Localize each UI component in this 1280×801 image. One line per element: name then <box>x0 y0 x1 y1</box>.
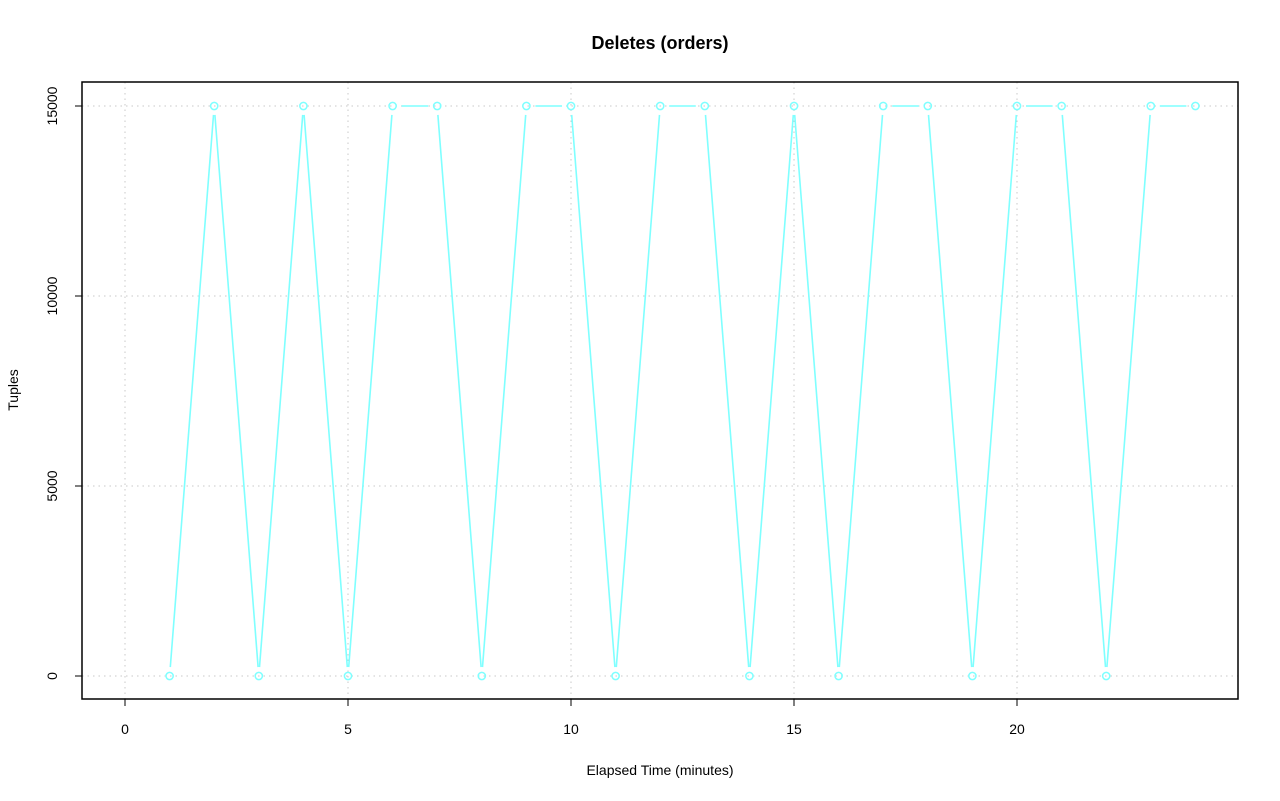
data-point <box>700 101 710 111</box>
y-tick-label: 15000 <box>44 86 60 125</box>
data-point <box>209 101 219 111</box>
series-segment <box>972 114 1018 668</box>
y-axis: 0 5000 10000 15000 <box>44 86 83 680</box>
data-point <box>745 671 754 681</box>
y-tick-label: 10000 <box>44 276 60 315</box>
data-point <box>1146 101 1156 111</box>
data-point <box>254 671 264 681</box>
data-point <box>878 101 888 111</box>
series-segment <box>214 114 259 668</box>
series-segment <box>169 114 215 668</box>
series-segment <box>749 114 795 668</box>
x-tick-label: 20 <box>1009 721 1025 737</box>
x-axis: 0 5 10 15 20 <box>121 698 1025 737</box>
data-point <box>923 101 933 111</box>
data-point <box>388 101 397 111</box>
series-layer <box>165 101 1200 681</box>
chart-title: Deletes (orders) <box>591 33 728 53</box>
y-axis-label: Tuples <box>5 369 21 411</box>
data-point <box>1057 101 1066 111</box>
x-tick-label: 10 <box>563 721 579 737</box>
data-point <box>834 671 843 681</box>
x-axis-label: Elapsed Time (minutes) <box>586 762 733 778</box>
data-point <box>299 101 308 111</box>
y-tick-label: 0 <box>44 672 60 680</box>
data-point <box>1101 671 1111 681</box>
series-segment <box>481 114 527 668</box>
series-segment <box>1106 114 1151 668</box>
data-point <box>522 101 531 111</box>
series-segment <box>437 114 482 668</box>
x-tick-label: 0 <box>121 721 129 737</box>
series-segment <box>258 114 304 668</box>
data-point <box>343 671 353 681</box>
data-point <box>165 671 174 681</box>
series-segment <box>347 114 393 668</box>
data-point <box>655 101 665 111</box>
series-segment <box>615 114 661 668</box>
series-segment <box>704 114 750 668</box>
series-segment <box>303 114 349 668</box>
data-point <box>1191 101 1200 111</box>
series-segment <box>927 114 973 668</box>
x-tick-label: 5 <box>344 721 352 737</box>
y-tick-label: 5000 <box>44 470 60 501</box>
data-point <box>789 101 799 111</box>
data-point <box>1012 101 1022 111</box>
data-point <box>611 671 620 681</box>
x-tick-label: 15 <box>786 721 802 737</box>
series-segment <box>793 114 839 668</box>
data-point <box>432 101 442 111</box>
series-segment <box>838 114 884 668</box>
series-segment <box>1061 114 1107 668</box>
data-point <box>566 101 576 111</box>
data-point <box>968 671 977 681</box>
series-segment <box>570 114 616 668</box>
data-point <box>477 671 487 681</box>
